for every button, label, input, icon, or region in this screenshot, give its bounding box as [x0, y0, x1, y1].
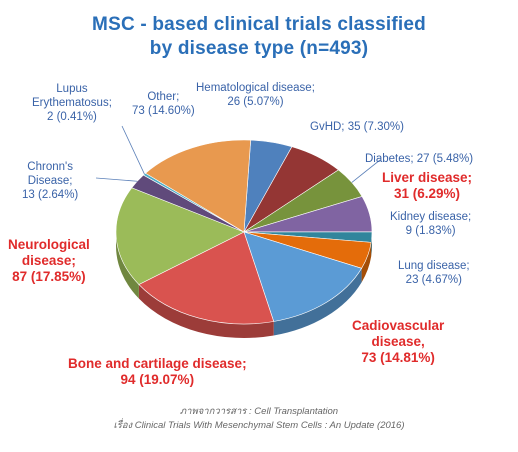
- pie-side-neurological-disease: [116, 232, 139, 299]
- pie-slice-neurological-disease: [115, 187, 245, 285]
- chart-title-line-2: by disease type (n=493): [149, 38, 369, 59]
- leader-line-diabetes: [351, 159, 381, 183]
- caption-article: เรื่อง Clinical Trials With Mesenchymal …: [113, 420, 405, 431]
- pie-slice-cardiovascular-disease: [243, 231, 363, 322]
- label-bone-cartilage: Bone and cartilage disease; 94 (19.07%): [68, 356, 247, 387]
- pie-side-cardiovascular-disease: [273, 268, 362, 336]
- label-kidney: Kidney disease; 9 (1.83%): [390, 211, 472, 237]
- label-liver: Liver disease; 31 (6.29%): [382, 170, 473, 201]
- label-neurological: Neurological disease; 87 (17.85%): [8, 237, 90, 284]
- label-lung: Lung disease; 23 (4.67%): [398, 260, 470, 286]
- label-lupus: Lupus Erythematosus; 2 (0.41%): [32, 83, 112, 123]
- pie-slice-bone-and-cartilage-disease: [138, 231, 275, 325]
- label-cardiovascular: Cadiovascular disease, 73 (14.81%): [352, 318, 445, 365]
- pie-side-lung-disease: [361, 242, 372, 283]
- leader-line-chronn-s-disease: [95, 177, 138, 182]
- pie-slice-other: [144, 139, 252, 233]
- leader-line-lupus-erythematosus: [121, 125, 145, 175]
- label-gvhd: GvHD; 35 (7.30%): [310, 121, 404, 133]
- caption-source: ภาพจากวารสาร : Cell Transplantation: [179, 406, 339, 417]
- label-other: Other; 73 (14.60%): [132, 91, 195, 117]
- label-hematological: Hematological disease; 26 (5.07%): [196, 82, 315, 108]
- pie-side-bone-and-cartilage-disease: [138, 284, 274, 338]
- label-diabetes: Diabetes; 27 (5.48%): [365, 153, 474, 165]
- label-chronns: Chronn's Disease; 13 (2.64%): [22, 161, 79, 201]
- chart-title-line-1: MSC - based clinical trials classified: [92, 14, 426, 35]
